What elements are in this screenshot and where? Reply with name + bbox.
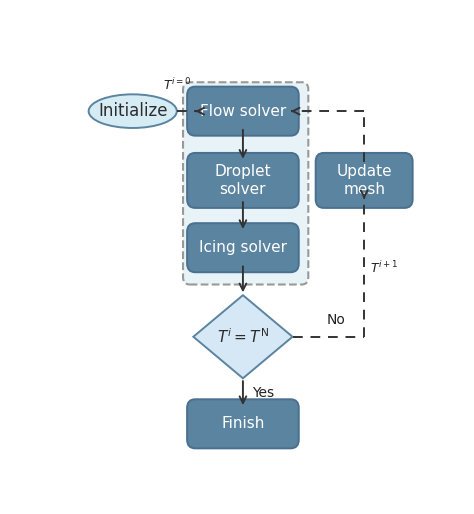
FancyBboxPatch shape	[183, 82, 308, 285]
FancyBboxPatch shape	[316, 153, 413, 208]
Ellipse shape	[89, 95, 177, 128]
Text: Flow solver: Flow solver	[200, 104, 286, 119]
Text: No: No	[326, 313, 345, 327]
Text: Finish: Finish	[221, 416, 264, 431]
Text: Icing solver: Icing solver	[199, 240, 287, 255]
Text: Update
mesh: Update mesh	[337, 163, 392, 197]
Text: $T^i = T^{\mathrm{N}}$: $T^i = T^{\mathrm{N}}$	[217, 327, 269, 346]
FancyBboxPatch shape	[187, 87, 299, 136]
Polygon shape	[193, 295, 292, 378]
Text: Yes: Yes	[252, 386, 274, 400]
FancyBboxPatch shape	[187, 223, 299, 272]
Text: Droplet
solver: Droplet solver	[215, 163, 271, 197]
Text: $T^{i=0}$: $T^{i=0}$	[163, 78, 191, 94]
FancyBboxPatch shape	[187, 399, 299, 448]
Text: $T^{i+1}$: $T^{i+1}$	[370, 260, 398, 276]
Text: Initialize: Initialize	[98, 102, 167, 120]
FancyBboxPatch shape	[187, 153, 299, 208]
